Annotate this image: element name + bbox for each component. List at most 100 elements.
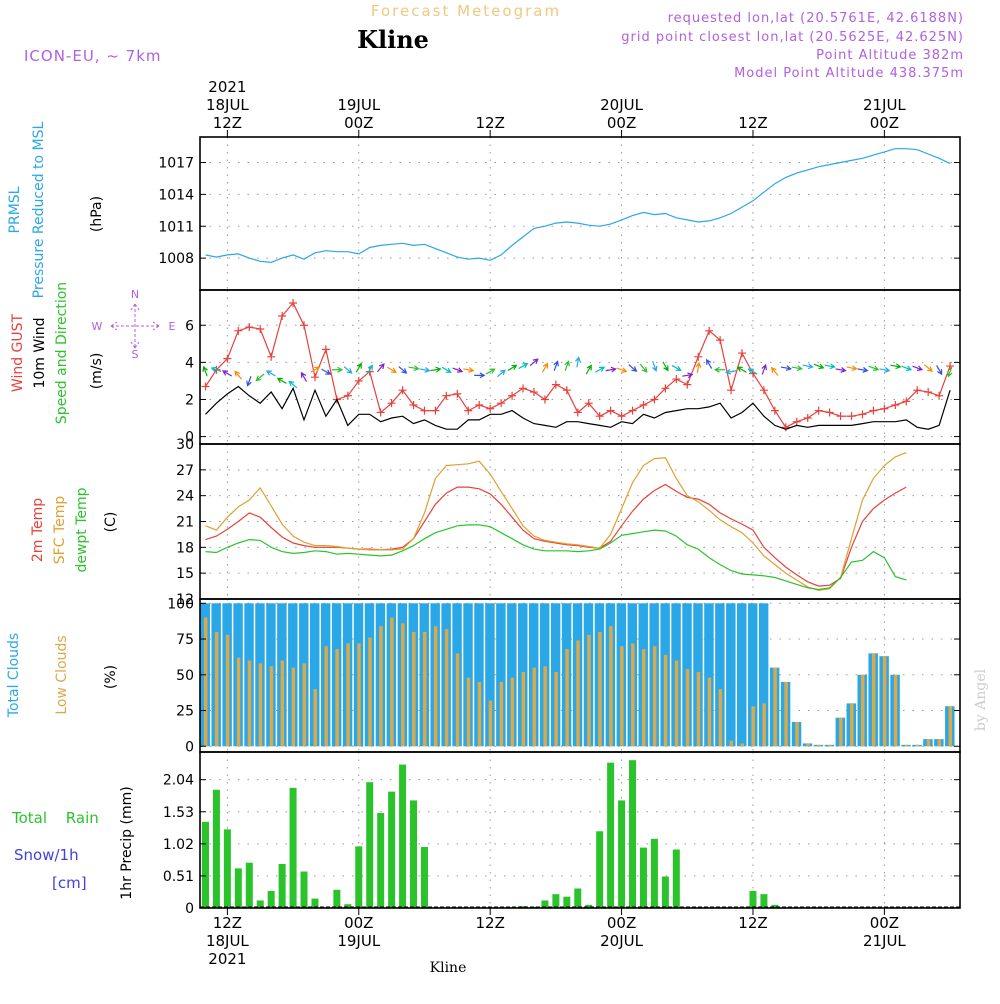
- wind-gust-point: [814, 406, 823, 415]
- wind-vector-arrow: [695, 361, 702, 373]
- wind-gust-point: [310, 373, 319, 382]
- rain-bar: [212, 789, 220, 908]
- compass-north: N: [131, 288, 139, 301]
- low-cloud-bar: [203, 617, 208, 747]
- rain-bar: [596, 831, 604, 908]
- wind-vector-arrow: [355, 362, 362, 373]
- time-label-top: 00Z: [870, 114, 899, 132]
- low-cloud-bar: [871, 653, 876, 747]
- wind-vector-arrow: [386, 366, 398, 373]
- wind-vector-arrow: [310, 366, 321, 373]
- wind-vector-arrow: [595, 366, 606, 373]
- rain-bar: [639, 847, 647, 908]
- wind-gust-point: [880, 404, 889, 413]
- low-cloud-bar: [882, 656, 887, 747]
- wind-gust-point: [420, 406, 429, 415]
- model-label: ICON-EU, ~ 7km: [24, 47, 162, 65]
- rain-bar: [420, 846, 428, 908]
- wind-gust-point: [770, 406, 779, 415]
- wind-gust-point: [529, 388, 538, 397]
- wind-vector-arrow: [761, 363, 767, 375]
- wind-gust-point: [847, 412, 856, 421]
- low-cloud-bar: [663, 654, 668, 747]
- y-tick-label: 75: [176, 632, 194, 648]
- low-cloud-bar: [598, 631, 602, 747]
- wind-gust-point: [376, 408, 385, 417]
- rain-bar: [749, 891, 757, 908]
- wind-gust-point: [354, 376, 363, 385]
- time-label-top: 12Z: [475, 114, 504, 132]
- wind-vector-arrow: [246, 376, 252, 387]
- low-cloud-bar: [379, 626, 383, 747]
- wind-axis-label: 10m Wind: [32, 317, 48, 388]
- dewpoint-line: [205, 524, 907, 591]
- rain-bar: [256, 900, 264, 908]
- low-cloud-bar: [422, 631, 427, 747]
- wind-vector-arrow: [321, 368, 332, 375]
- low-cloud-bar: [499, 681, 504, 747]
- wind-gust-point: [387, 399, 396, 408]
- wind-vector-arrow: [221, 370, 233, 377]
- low-cloud-bar: [948, 706, 953, 747]
- wind-gust-point: [442, 391, 451, 400]
- compass-rose: [110, 303, 160, 349]
- wind-gust-point: [256, 324, 265, 333]
- rain-bar: [245, 862, 253, 908]
- wind-gust-point: [628, 406, 637, 415]
- panel-frame: [199, 136, 961, 291]
- time-label-bottom: 20JUL: [600, 932, 643, 950]
- wind-gust-point: [321, 345, 330, 354]
- wind-unit-label: (m/s): [89, 353, 105, 390]
- credit-text: by Angel: [973, 668, 989, 731]
- y-tick-label: 0: [185, 739, 194, 755]
- wind-vector-arrow: [541, 362, 549, 373]
- low-cloud-bar: [652, 646, 657, 747]
- total-cloud-bar: [758, 603, 769, 747]
- wind-gust-point: [201, 382, 210, 391]
- low-cloud-bar: [587, 634, 591, 747]
- legend-snow-unit: [cm]: [52, 874, 87, 892]
- wind-gust-point: [584, 399, 593, 408]
- wind-vector-arrow: [529, 358, 539, 367]
- low-cloud-bar: [685, 669, 690, 747]
- wind-vector-arrow: [518, 362, 529, 370]
- wind-gust-point: [573, 408, 582, 417]
- y-tick-label: 30: [176, 437, 194, 453]
- wind-vector-arrow: [331, 366, 344, 373]
- y-tick-label: 1.02: [163, 837, 194, 853]
- wind-gust-point: [858, 410, 867, 419]
- wind-gust-point: [935, 391, 944, 400]
- compass-east: E: [169, 320, 176, 333]
- total-cloud-bar: [737, 603, 747, 747]
- low-cloud-bar: [543, 666, 547, 747]
- low-cloud-bar: [795, 721, 799, 747]
- low-cloud-bar: [740, 743, 745, 747]
- location-title: Kline: [357, 25, 429, 54]
- wind-gust-point: [486, 404, 495, 413]
- wind-vector-arrow: [377, 363, 385, 373]
- wind-vector-arrow: [419, 367, 431, 373]
- wind-gust-point: [617, 412, 626, 421]
- wind-axis-label: Wind GUST: [10, 313, 26, 392]
- time-label-bottom: 12Z: [475, 914, 504, 932]
- y-tick-label: 0.51: [163, 869, 194, 885]
- time-label-bottom: 18JUL: [206, 932, 249, 950]
- wind-vector-arrow: [441, 366, 452, 373]
- wind-vector-arrow: [553, 360, 559, 371]
- low-cloud-bar: [751, 706, 755, 747]
- info-line-requested: requested lon,lat (20.5761E, 42.6188N): [668, 11, 964, 26]
- y-tick-label: 4: [185, 355, 194, 371]
- y-tick-label: 24: [176, 489, 194, 505]
- labels-layer: 1008101110141017024612151821242730025507…: [6, 78, 960, 968]
- low-cloud-bar: [269, 666, 274, 747]
- wind-vector-arrow: [780, 365, 792, 371]
- wind-vector-arrow: [343, 366, 353, 374]
- low-cloud-bar: [631, 643, 635, 747]
- rain-bar: [201, 821, 209, 908]
- wind-gust-point: [497, 399, 506, 408]
- info-line-altitude: Point Altitude 382m: [816, 48, 964, 63]
- rain-bar: [552, 894, 560, 908]
- wind-gust-point: [398, 386, 407, 395]
- y-tick-label: 50: [176, 668, 194, 684]
- time-label-top: 12Z: [213, 114, 242, 132]
